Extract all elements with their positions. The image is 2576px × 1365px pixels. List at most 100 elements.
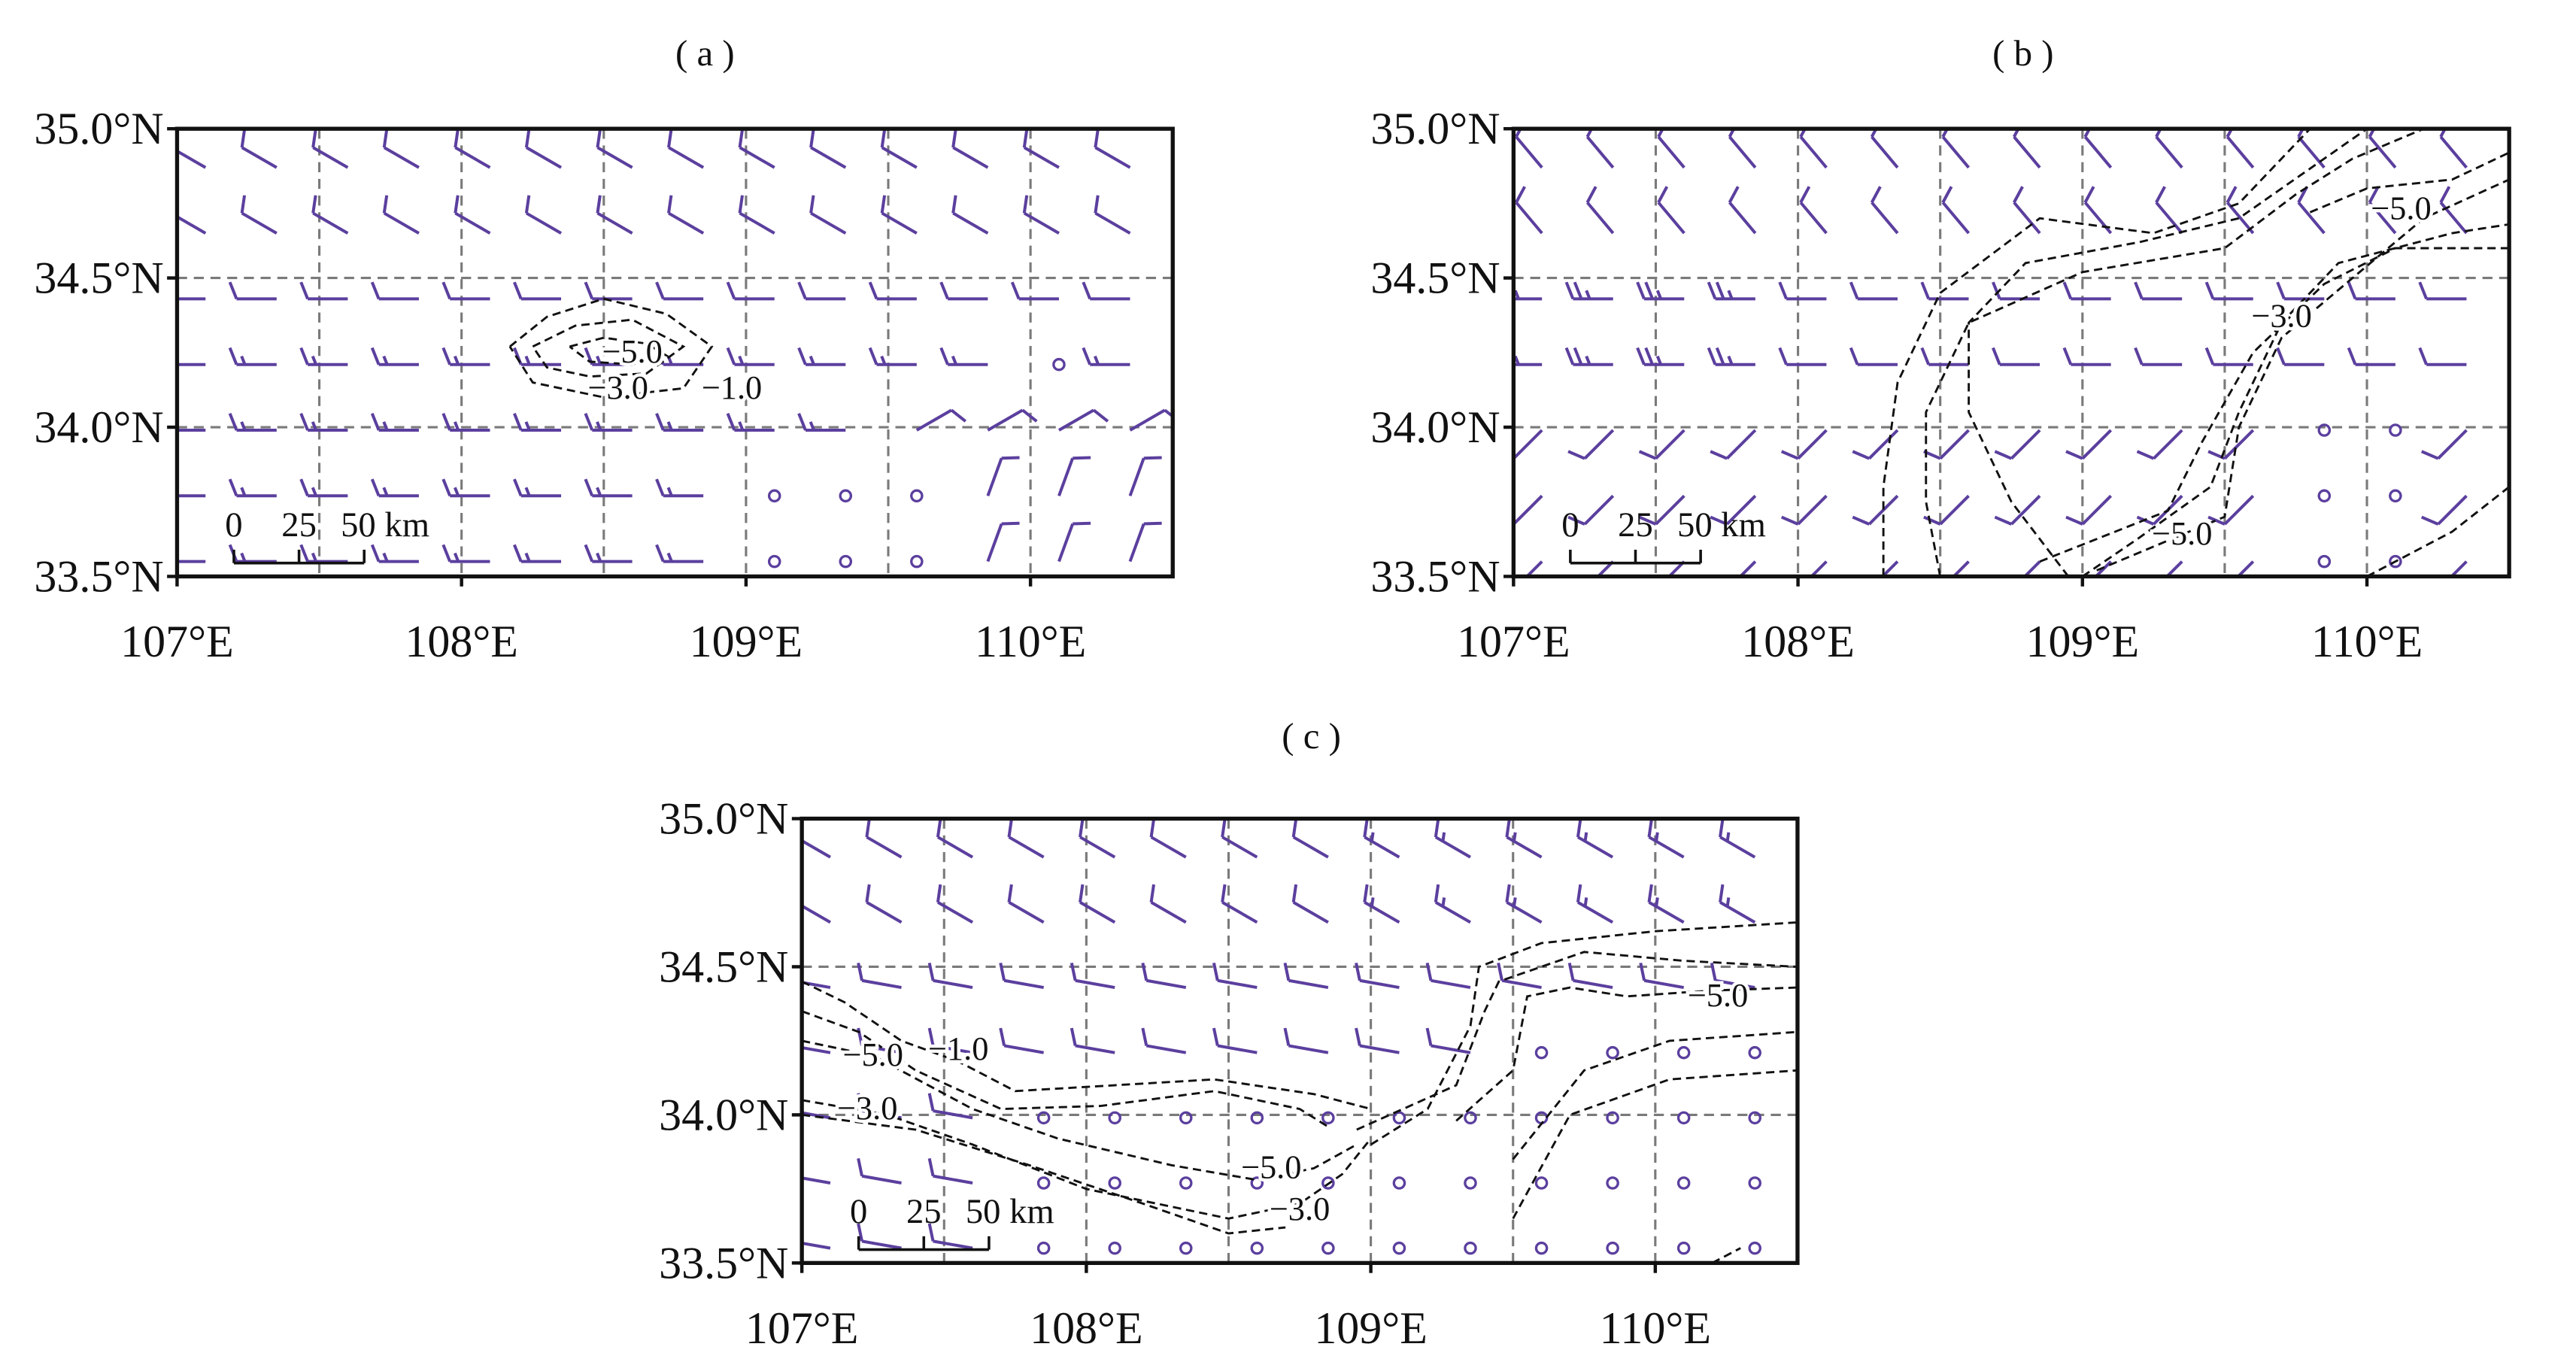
wind-barb bbox=[228, 544, 277, 563]
wind-barb bbox=[1797, 560, 1828, 577]
wind-barbs bbox=[177, 129, 1173, 569]
wind-barb bbox=[1128, 521, 1162, 563]
wind-barb bbox=[1564, 347, 1613, 366]
wind-barb bbox=[2207, 494, 2255, 526]
wind-barb bbox=[1780, 429, 1828, 460]
wind-barb bbox=[177, 362, 206, 366]
x-tick-label: 107°E bbox=[120, 617, 234, 666]
x-tick-label: 108°E bbox=[405, 617, 518, 666]
wind-barb bbox=[1355, 1027, 1400, 1054]
wind-barb bbox=[1141, 1027, 1187, 1054]
wind-barb bbox=[1725, 560, 1757, 577]
wind-barb bbox=[370, 413, 419, 432]
calm-wind-marker bbox=[1676, 1241, 1691, 1255]
wind-barb bbox=[1007, 819, 1045, 859]
wind-barb bbox=[865, 884, 903, 924]
wind-barb bbox=[809, 195, 847, 235]
wind-barb bbox=[454, 195, 491, 235]
plot-frame bbox=[800, 816, 1800, 1266]
wind-barb bbox=[1941, 186, 1971, 235]
calm-wind-marker bbox=[1676, 1176, 1691, 1190]
wind-barb bbox=[2013, 186, 2041, 235]
wind-barb bbox=[1710, 429, 1757, 460]
scale-bar-label: 50 km bbox=[1677, 505, 1766, 544]
wind-barb bbox=[299, 281, 348, 301]
wind-barb bbox=[1852, 494, 1899, 526]
calm-wind-marker bbox=[767, 554, 781, 569]
wind-barb bbox=[1070, 962, 1115, 990]
x-tick-label: 108°E bbox=[1741, 617, 1855, 666]
grid-lines bbox=[177, 129, 1173, 577]
wind-barb bbox=[2276, 347, 2325, 366]
wind-barb bbox=[584, 544, 633, 563]
wind-barb bbox=[939, 281, 988, 301]
wind-barb bbox=[1513, 355, 1543, 366]
wind-barb bbox=[177, 211, 207, 235]
contour-label: −5.0 bbox=[1688, 976, 1749, 1014]
scale-bar-label: 0 bbox=[850, 1192, 867, 1231]
contour-label: −5.0 bbox=[842, 1036, 903, 1073]
panel-label-c: ( c ) bbox=[1282, 715, 1341, 757]
wind-barb bbox=[1638, 494, 1685, 526]
wind-barb bbox=[370, 544, 419, 563]
wind-barb bbox=[927, 1093, 973, 1120]
contour-line bbox=[1968, 129, 2368, 577]
wind-barb bbox=[655, 478, 704, 498]
wind-barb bbox=[1567, 494, 1615, 526]
calm-wind-marker bbox=[2389, 489, 2402, 503]
wind-barb bbox=[177, 146, 207, 169]
wind-barbs bbox=[802, 819, 1761, 1255]
wind-barbs bbox=[1513, 129, 2468, 577]
wind-barb bbox=[2347, 281, 2395, 301]
calm-wind-marker bbox=[1464, 1176, 1477, 1190]
wind-barb bbox=[802, 978, 831, 990]
x-tick-label: 110°E bbox=[2311, 617, 2423, 666]
wind-barb bbox=[797, 347, 846, 366]
wind-barb bbox=[1868, 560, 1899, 577]
y-tick-label: 34.0°N bbox=[1370, 402, 1500, 452]
wind-barb bbox=[936, 819, 974, 859]
wind-barb bbox=[1070, 1027, 1115, 1054]
y-tick-label: 35.0°N bbox=[1370, 104, 1500, 153]
wind-barb bbox=[382, 195, 420, 235]
wind-barb bbox=[1852, 429, 1899, 460]
wind-barb bbox=[1923, 429, 1970, 460]
wind-barb bbox=[2204, 347, 2253, 366]
wind-barb bbox=[1283, 962, 1329, 990]
wind-barb bbox=[513, 281, 562, 301]
wind-barb bbox=[441, 544, 490, 563]
wind-barb bbox=[655, 544, 704, 563]
wind-barb bbox=[1212, 962, 1258, 990]
wind-barb bbox=[2437, 560, 2468, 577]
contour-label: −5.0 bbox=[2152, 514, 2213, 552]
wind-barb bbox=[596, 129, 633, 169]
wind-barb bbox=[1576, 884, 1614, 924]
wind-barb bbox=[1141, 962, 1187, 990]
contour-label: −5.0 bbox=[602, 332, 663, 370]
wind-barb bbox=[228, 478, 277, 498]
wind-barb bbox=[1719, 884, 1756, 924]
scale-bar: 0 25 50 km bbox=[225, 505, 429, 565]
wind-barb bbox=[2155, 186, 2183, 235]
wind-barb bbox=[868, 347, 917, 366]
wind-barb bbox=[1363, 819, 1400, 859]
calm-wind-marker bbox=[910, 489, 924, 503]
panel-label-a: ( a ) bbox=[675, 32, 735, 74]
calm-wind-marker bbox=[1534, 1176, 1549, 1190]
wind-barb bbox=[2368, 186, 2397, 235]
wind-barb bbox=[370, 347, 419, 366]
contour-label: −1.0 bbox=[928, 1030, 989, 1067]
wind-barb bbox=[999, 1027, 1044, 1054]
wind-barb bbox=[299, 413, 348, 432]
calm-wind-marker bbox=[839, 554, 853, 569]
wind-barb bbox=[1079, 884, 1116, 924]
wind-barb bbox=[1513, 560, 1543, 577]
contour-line bbox=[1711, 1247, 1741, 1263]
panel-b: ( b ) −5.0 −3.0 −5.0 33.5°N 34.0°N 34.5°N 35.0°… bbox=[1370, 32, 2511, 666]
calm-wind-marker bbox=[1748, 1176, 1761, 1190]
wind-barb bbox=[454, 129, 491, 169]
wind-barb bbox=[524, 129, 563, 169]
wind-barb bbox=[1583, 560, 1615, 577]
wind-barb bbox=[667, 129, 705, 169]
wind-barb bbox=[655, 413, 704, 432]
